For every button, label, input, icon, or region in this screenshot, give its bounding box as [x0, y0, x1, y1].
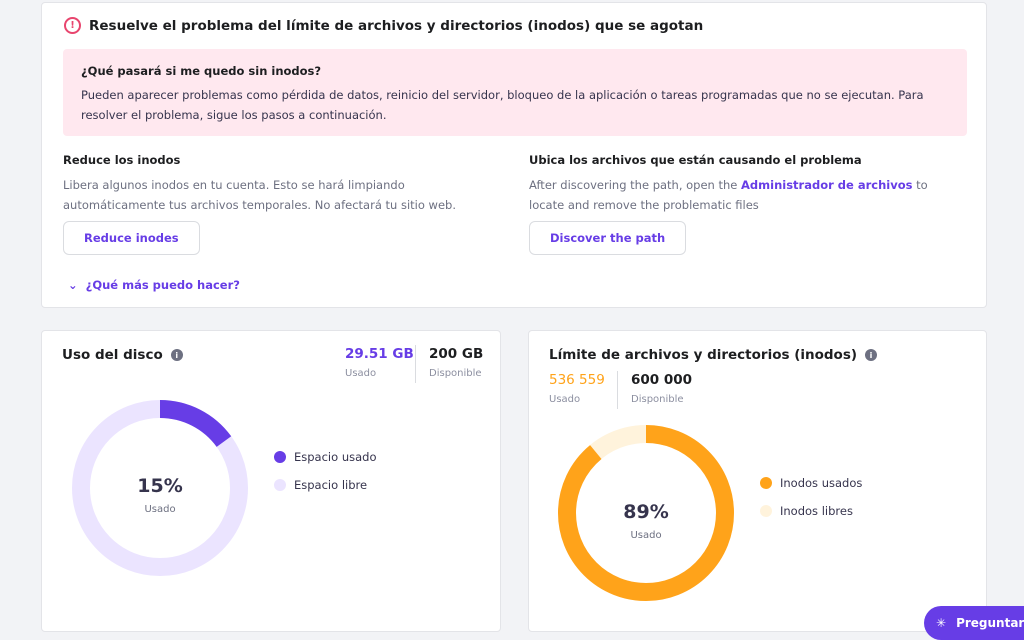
legend-dot — [760, 505, 772, 517]
inode-alert-card: ! Resuelve el problema del límite de arch… — [41, 2, 987, 308]
inodes-title-text: Límite de archivos y directorios (inodos… — [549, 347, 858, 363]
alert-box: ¿Qué pasará si me quedo sin inodos? Pued… — [63, 49, 967, 136]
ask-ai-button[interactable]: ✳ Preguntar a — [924, 606, 1024, 640]
legend-free: Espacio libre — [274, 478, 367, 492]
alert-card-title: ! Resuelve el problema del límite de arch… — [64, 17, 703, 34]
alert-title: ¿Qué pasará si me quedo sin inodos? — [81, 64, 322, 78]
disk-percent: 15% — [137, 475, 183, 497]
legend-used: Espacio usado — [274, 450, 376, 464]
legend-dot — [274, 451, 286, 463]
inodes-donut-chart — [558, 425, 734, 601]
disk-usage-card: Uso del disco i 29.51 GB Usado 200 GB Dis… — [41, 330, 501, 632]
inodes-title: Límite de archivos y directorios (inodos… — [549, 347, 878, 363]
inodes-used-value: 536 559 — [549, 372, 605, 388]
divider — [415, 345, 416, 383]
chevron-down-icon: ⌄ — [68, 278, 78, 292]
disk-title: Uso del disco i — [62, 347, 183, 363]
discover-path-button[interactable]: Discover the path — [529, 221, 687, 255]
reduce-section: Reduce los inodos Libera algunos inodos … — [63, 153, 503, 215]
legend-label: Espacio usado — [294, 450, 377, 464]
alert-text: Pueden aparecer problemas como pérdida d… — [81, 88, 924, 122]
more-label: ¿Qué más puedo hacer? — [85, 278, 240, 292]
inodes-percent: 89% — [623, 501, 669, 523]
locate-text: After discovering the path, open the Adm… — [529, 175, 959, 215]
reduce-title: Reduce los inodos — [63, 153, 181, 167]
title-text: Resuelve el problema del límite de archi… — [89, 17, 704, 34]
inodes-available-label: Disponible — [631, 394, 684, 405]
disk-donut-chart — [72, 400, 248, 576]
reduce-text: Libera algunos inodos en tu cuenta. Esto… — [63, 178, 456, 212]
inodes-available-value: 600 000 — [631, 372, 693, 388]
file-manager-link[interactable]: Administrador de archivos — [741, 178, 913, 192]
reduce-inodes-button[interactable]: Reduce inodes — [63, 221, 200, 255]
inodes-used-label: Usado — [549, 394, 581, 405]
legend-free: Inodos libres — [760, 504, 853, 518]
disk-available-value: 200 GB — [429, 346, 484, 362]
legend-dot — [760, 477, 772, 489]
divider — [617, 371, 618, 409]
locate-section: Ubica los archivos que están causando el… — [529, 153, 959, 215]
inodes-center-label: Usado — [630, 530, 662, 541]
legend-label: Inodos usados — [780, 476, 863, 490]
disk-used-value: 29.51 GB — [345, 346, 414, 362]
more-options-toggle[interactable]: ⌄ ¿Qué más puedo hacer? — [68, 278, 240, 292]
sparkle-icon: ✳ — [936, 616, 947, 630]
locate-text-after: to locate and remove the problematic fil… — [529, 178, 928, 212]
disk-title-text: Uso del disco — [62, 347, 163, 363]
used-segment — [558, 425, 734, 601]
legend-label: Inodos libres — [780, 504, 853, 518]
info-icon[interactable]: i — [170, 349, 183, 361]
disk-available-label: Disponible — [429, 368, 482, 379]
legend-label: Espacio libre — [294, 478, 368, 492]
used-segment — [72, 400, 248, 576]
info-icon[interactable]: i — [865, 349, 878, 361]
disk-used-label: Usado — [345, 368, 377, 379]
locate-title: Ubica los archivos que están causando el… — [529, 153, 862, 167]
legend-dot — [274, 479, 286, 491]
inodes-card: Límite de archivos y directorios (inodos… — [528, 330, 987, 632]
disk-center-label: Usado — [144, 504, 176, 515]
ask-label: Preguntar a — [956, 616, 1024, 630]
legend-used: Inodos usados — [760, 476, 862, 490]
locate-text-before: After discovering the path, open the — [529, 178, 742, 192]
warning-icon: ! — [64, 17, 81, 34]
